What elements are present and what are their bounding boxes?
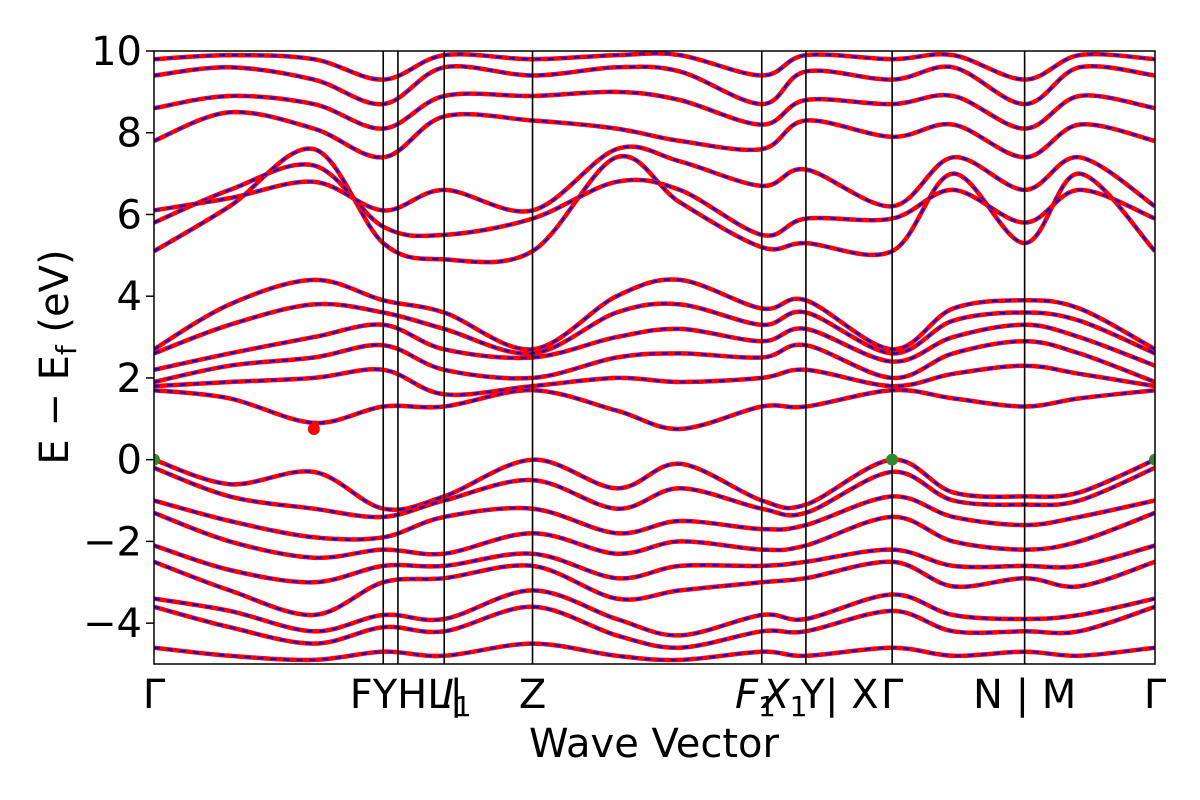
y-axis-label-main: E − E	[32, 355, 78, 465]
x-tick-label: Z	[519, 672, 546, 718]
x-tick-label-text: N | M	[973, 672, 1076, 718]
y-axis-ticks: −4 −2 0 2 4 6 8 10	[83, 29, 154, 647]
y-tick-label: −2	[83, 519, 142, 565]
x-tick-label-text: F	[735, 672, 759, 718]
x-tick-label: Γ	[1144, 672, 1167, 718]
x-tick-label-text: Γ	[1144, 672, 1167, 718]
band-line-red-13	[154, 457, 1155, 512]
x-tick-label-sub: 1	[790, 690, 808, 723]
band-line-blue-12	[154, 388, 1155, 431]
band-line-blue-8	[154, 302, 1155, 355]
extremum-marker-1	[886, 453, 899, 466]
band-line-red-17	[154, 543, 1155, 585]
y-tick-label: 4	[117, 274, 142, 320]
high-symmetry-lines	[382, 51, 1026, 664]
y-tick-label: 10	[91, 29, 142, 75]
band-line-blue-1	[154, 163, 1155, 238]
band-line-red-19	[154, 588, 1155, 638]
x-tick-label-text: Γ	[881, 672, 904, 718]
extremum-marker-2	[1149, 453, 1155, 466]
x-tick-label-text: I	[442, 672, 454, 718]
band-line-blue-15	[154, 495, 1155, 541]
band-line-blue-21	[154, 642, 1155, 662]
x-tick-label-text: Γ	[143, 672, 166, 718]
band-line-red-0	[154, 146, 1155, 265]
x-tick-label-text: X	[760, 672, 791, 718]
band-line-red-11	[154, 363, 1155, 398]
y-axis-label-sub: f	[50, 344, 83, 355]
x-tick-label: Γ	[143, 672, 166, 718]
band-line-blue-5	[154, 65, 1155, 106]
x-tick-label-text: FYHL|	[350, 672, 463, 718]
x-tick-label-sub: 1	[454, 690, 472, 723]
x-tick-label: I1	[442, 672, 472, 723]
x-axis-label: Wave Vector	[529, 721, 780, 767]
y-tick-label: 2	[117, 356, 142, 402]
x-tick-label: FYHL|	[350, 672, 463, 718]
band-line-blue-18	[154, 560, 1155, 617]
x-tick-label-text: Y| X	[800, 672, 879, 718]
extrema-markers	[154, 423, 1155, 466]
band-line-red-10	[154, 338, 1155, 385]
band-line-blue-7	[154, 278, 1155, 351]
band-line-blue-20	[154, 605, 1155, 649]
x-tick-label: X1	[760, 672, 807, 723]
band-line-red-2	[154, 144, 1155, 214]
band-line-red-9	[154, 322, 1155, 372]
band-line-blue-3	[154, 110, 1155, 159]
y-tick-label: −4	[83, 601, 142, 647]
band-line-red-14	[154, 465, 1155, 520]
plot-frame	[153, 50, 1156, 665]
band-line-blue-4	[154, 90, 1155, 130]
x-tick-label: Y| X	[800, 672, 879, 718]
x-tick-label-text: Z	[519, 672, 546, 718]
x-tick-label-sub: 1	[758, 690, 776, 723]
band-line-blue-13	[154, 458, 1155, 511]
x-tick-label: N | M	[973, 672, 1076, 718]
y-axis-label-unit: (eV)	[32, 249, 78, 345]
band-line-blue-9	[154, 323, 1155, 371]
y-tick-label: 8	[117, 111, 142, 157]
band-line-blue-16	[154, 511, 1155, 559]
band-lines	[154, 51, 1155, 663]
band-line-blue-14	[154, 466, 1155, 519]
extremum-marker-3	[307, 423, 320, 436]
band-line-blue-10	[154, 340, 1155, 384]
y-tick-label: 0	[117, 438, 142, 484]
band-line-red-12	[154, 387, 1155, 432]
x-tick-label: Γ	[881, 672, 904, 718]
extremum-marker-0	[154, 453, 160, 466]
y-tick-label: 6	[117, 192, 142, 238]
band-line-blue-6	[154, 52, 1155, 81]
x-tick-label: F1	[735, 672, 776, 723]
y-axis-label: E − Ef (eV)	[32, 249, 83, 464]
